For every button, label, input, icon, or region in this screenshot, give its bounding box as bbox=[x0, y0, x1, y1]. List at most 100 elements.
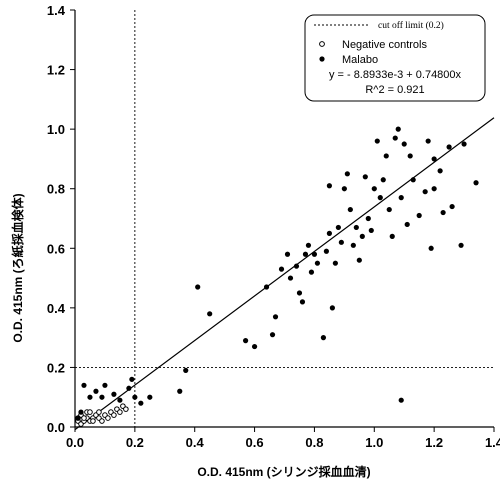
malabo-point-49 bbox=[362, 174, 368, 180]
malabo-point-29 bbox=[302, 251, 309, 257]
legend: cut off limit (0.2) Negative controls Ma… bbox=[304, 14, 486, 102]
y-tick-label-6: 1.2 bbox=[47, 63, 65, 78]
negative-control-point-10 bbox=[105, 415, 111, 421]
regression-line-group bbox=[74, 117, 495, 431]
malabo-point-9 bbox=[126, 385, 132, 391]
malabo-point-44 bbox=[347, 206, 353, 213]
malabo-point-1 bbox=[78, 409, 84, 415]
malabo-point-51 bbox=[368, 227, 374, 234]
malabo-point-67 bbox=[416, 212, 422, 219]
negative-control-point-8 bbox=[99, 418, 105, 424]
malabo-point-58 bbox=[389, 233, 395, 239]
malabo-point-28 bbox=[299, 299, 306, 305]
malabo-point-34 bbox=[320, 335, 327, 341]
y-tick-label-4: 0.8 bbox=[47, 182, 65, 197]
malabo-point-78 bbox=[473, 180, 479, 186]
malabo-point-61 bbox=[398, 397, 404, 403]
malabo-point-66 bbox=[410, 177, 416, 183]
malabo-point-6 bbox=[102, 382, 108, 388]
malabo-point-45 bbox=[350, 242, 356, 248]
malabo-point-18 bbox=[242, 338, 249, 344]
x-tick-label-4: 0.8 bbox=[305, 435, 323, 450]
malabo-point-36 bbox=[326, 230, 332, 236]
malabo-point-8 bbox=[117, 397, 123, 403]
malabo-point-69 bbox=[425, 138, 431, 144]
malabo-point-13 bbox=[147, 394, 153, 400]
reference-lines bbox=[75, 10, 494, 427]
malabo-point-57 bbox=[386, 206, 392, 213]
negative-control-point-19 bbox=[90, 418, 96, 424]
malabo-point-63 bbox=[401, 141, 407, 147]
malabo-point-56 bbox=[383, 153, 389, 159]
malabo-point-41 bbox=[338, 239, 344, 245]
legend-negative-marker bbox=[319, 41, 325, 47]
y-tick-label-0: 0.0 bbox=[47, 420, 65, 435]
malabo-point-14 bbox=[177, 388, 183, 394]
fit-equation: y = - 8.8933e-3 + 0.74800x bbox=[329, 69, 462, 81]
y-tick-label-2: 0.4 bbox=[47, 301, 66, 316]
x-tick-label-6: 1.2 bbox=[425, 435, 443, 450]
malabo-point-24 bbox=[284, 251, 291, 257]
malabo-point-4 bbox=[93, 388, 99, 394]
malabo-point-11 bbox=[132, 394, 138, 400]
plot-frame bbox=[74, 10, 494, 428]
malabo-point-32 bbox=[311, 251, 318, 257]
malabo-point-0 bbox=[75, 415, 81, 421]
y-axis-label: O.D. 415nm (ろ紙採血検体) bbox=[10, 193, 25, 342]
legend-cutoff-label: cut off limit (0.2) bbox=[378, 20, 444, 31]
malabo-point-53 bbox=[374, 138, 380, 144]
malabo-point-75 bbox=[449, 203, 455, 210]
malabo-point-76 bbox=[458, 242, 464, 248]
malabo-point-65 bbox=[407, 153, 413, 159]
malabo-point-50 bbox=[365, 215, 371, 222]
regression-line bbox=[74, 117, 495, 431]
malabo-point-42 bbox=[341, 186, 347, 192]
malabo-point-48 bbox=[359, 233, 365, 239]
x-axis-label: O.D. 415nm (シリンジ採血血清) bbox=[197, 464, 370, 479]
negative-control-point-20 bbox=[96, 409, 102, 415]
malabo-point-7 bbox=[111, 391, 117, 397]
axis-ticks: 0.0 0.2 0.4 0.6 0.8 1.0 1.2 1.4 0.0 0.2 0.4 0.6 0.8 1… bbox=[47, 3, 500, 450]
negative-control-point-16 bbox=[123, 406, 129, 412]
malabo-point-16 bbox=[195, 284, 201, 290]
malabo-point-60 bbox=[395, 126, 401, 132]
malabo-point-35 bbox=[323, 248, 329, 254]
malabo-point-27 bbox=[296, 290, 303, 296]
malabo-point-71 bbox=[431, 156, 437, 162]
malabo-point-12 bbox=[138, 400, 144, 406]
malabo-point-21 bbox=[269, 332, 276, 338]
malabo-point-46 bbox=[353, 224, 359, 231]
malabo-point-39 bbox=[332, 260, 338, 266]
negative-control-point-22 bbox=[87, 409, 93, 415]
y-tick-label-5: 1.0 bbox=[47, 122, 65, 137]
malabo-point-68 bbox=[422, 189, 428, 195]
malabo-point-59 bbox=[392, 135, 398, 141]
malabo-point-31 bbox=[308, 269, 315, 275]
malabo-point-26 bbox=[293, 263, 300, 269]
malabo-point-15 bbox=[183, 367, 189, 374]
y-tick-label-7: 1.4 bbox=[47, 3, 66, 18]
malabo-point-5 bbox=[99, 394, 105, 400]
legend-malabo-label: Malabo bbox=[342, 54, 378, 66]
malabo-point-37 bbox=[326, 183, 332, 189]
malabo-point-73 bbox=[440, 209, 446, 216]
malabo-point-74 bbox=[446, 144, 452, 150]
malabo-point-2 bbox=[81, 382, 87, 388]
x-tick-label-7: 1.4 bbox=[485, 435, 500, 450]
x-tick-label-5: 1.0 bbox=[365, 435, 383, 450]
fit-r-squared: R^2 = 0.921 bbox=[365, 84, 424, 96]
negative-control-point-21 bbox=[81, 415, 87, 421]
malabo-point-17 bbox=[207, 311, 213, 317]
malabo-point-25 bbox=[287, 275, 294, 281]
malabo-point-55 bbox=[380, 177, 386, 183]
malabo-point-47 bbox=[356, 257, 362, 263]
malabo-point-77 bbox=[461, 141, 467, 147]
malabo-point-33 bbox=[314, 260, 321, 266]
malabo-point-3 bbox=[87, 394, 93, 400]
malabo-point-70 bbox=[428, 245, 434, 251]
y-tick-label-3: 0.6 bbox=[47, 241, 65, 256]
malabo-point-20 bbox=[263, 284, 270, 290]
legend-box bbox=[304, 14, 486, 102]
malabo-point-64 bbox=[404, 221, 410, 228]
